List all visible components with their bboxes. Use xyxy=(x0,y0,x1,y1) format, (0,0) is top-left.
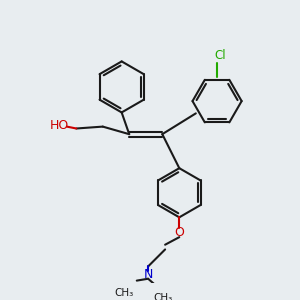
Text: N: N xyxy=(143,268,153,281)
Text: Cl: Cl xyxy=(214,49,226,62)
Text: CH₃: CH₃ xyxy=(154,292,173,300)
Text: HO: HO xyxy=(50,119,69,132)
Text: O: O xyxy=(174,226,184,239)
Text: CH₃: CH₃ xyxy=(115,288,134,298)
